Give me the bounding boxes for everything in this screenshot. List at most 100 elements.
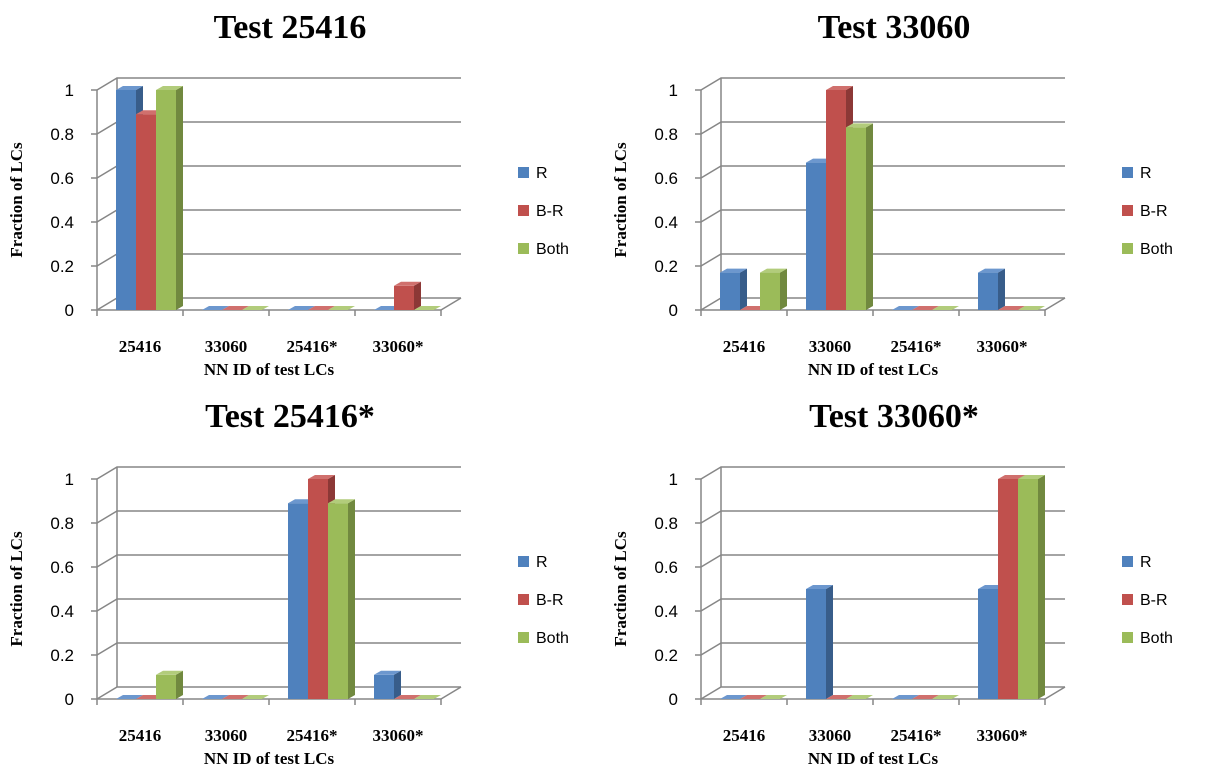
bar-side-face [1038, 475, 1045, 699]
x-tick-label: 33060* [977, 337, 1028, 356]
bar-front-face [806, 589, 826, 699]
legend-swatch [518, 205, 529, 216]
legend-swatch [518, 594, 529, 605]
legend-item: B-R [518, 203, 564, 220]
y-tick-label: 0.8 [654, 514, 678, 533]
gridline [97, 78, 461, 90]
bar-both [156, 671, 183, 699]
legend-swatch [1122, 205, 1133, 216]
legend-item: Both [518, 241, 569, 258]
bar-chart-test-33060: 0 0.2 0.4 0.6 0.8 1 25416 33060 25416* 33060* Test… [604, 0, 1208, 389]
legend-label: R [1140, 554, 1152, 571]
chart-panel-test-25416-star: 0 0.2 0.4 0.6 0.8 1 25416 33060 25416* 33060* Test… [0, 389, 604, 778]
floor-side-edge [441, 687, 461, 699]
bar-r [978, 269, 1005, 310]
y-tick-label: 0 [669, 301, 678, 320]
chart-panel-test-25416: 0 0.2 0.4 0.6 0.8 1 25416 33060 25416* 33060* Test… [0, 0, 604, 389]
gridline [701, 78, 1065, 90]
gridline [97, 555, 461, 567]
gridline [97, 599, 461, 611]
x-tick-label: 25416 [723, 726, 766, 745]
x-tick-label: 33060* [373, 726, 424, 745]
gridline [701, 166, 1065, 178]
legend-label: Both [1140, 630, 1173, 647]
bar-r [374, 671, 401, 699]
legend-label: B-R [1140, 592, 1168, 609]
gridline [701, 254, 1065, 266]
bar-front-face [760, 273, 780, 310]
y-axis-title: Fraction of LCs [611, 531, 630, 647]
legend-item: B-R [1122, 592, 1168, 609]
y-tick-label: 0.8 [50, 514, 74, 533]
y-tick-label: 0.4 [50, 213, 74, 232]
bar-front-face [156, 675, 176, 699]
y-tick-label: 1 [65, 81, 74, 100]
bar-both [846, 123, 873, 310]
legend-item: R [1122, 554, 1152, 571]
bars [116, 475, 441, 699]
bar-front-face [328, 503, 348, 699]
legend-label: R [536, 554, 548, 571]
bar-front-face [288, 503, 308, 699]
legend-label: Both [1140, 241, 1173, 258]
bar-front-face [806, 163, 826, 310]
y-tick-label: 0.6 [654, 169, 678, 188]
bar-b-r [394, 282, 421, 310]
y-tick-label: 0.2 [654, 257, 678, 276]
y-tick-label: 0.4 [654, 213, 678, 232]
x-tick-label: 25416 [119, 726, 162, 745]
gridline [701, 210, 1065, 222]
bar-r [806, 585, 833, 699]
legend-label: Both [536, 630, 569, 647]
legend-item: R [518, 554, 548, 571]
chart-panel-test-33060-star: 0 0.2 0.4 0.6 0.8 1 25416 33060 25416* 33060* Test… [604, 389, 1208, 778]
bars [116, 86, 441, 310]
y-tick-label: 0 [65, 301, 74, 320]
y-tick-label: 0 [669, 690, 678, 709]
x-tick-label: 25416* [891, 726, 942, 745]
y-tick-label: 0.2 [50, 257, 74, 276]
floor-side-edge [441, 298, 461, 310]
legend-label: B-R [1140, 203, 1168, 220]
bar-side-face [740, 269, 747, 310]
legend-label: R [1140, 165, 1152, 182]
bar-side-face [394, 671, 401, 699]
legend-item: R [518, 165, 548, 182]
x-tick-label: 33060 [809, 337, 852, 356]
x-tick-label: 33060 [205, 726, 248, 745]
bar-front-face [846, 127, 866, 310]
y-tick-label: 0.6 [654, 558, 678, 577]
y-tick-label: 0.6 [50, 558, 74, 577]
legend-item: B-R [1122, 203, 1168, 220]
bar-front-face [720, 273, 740, 310]
y-axis-title: Fraction of LCs [7, 142, 26, 258]
legend-item: Both [1122, 241, 1173, 258]
y-tick-label: 0.4 [50, 602, 74, 621]
chart-title: Test 33060* [809, 398, 979, 435]
legend-swatch [518, 632, 529, 643]
gridline [701, 122, 1065, 134]
bar-side-face [998, 269, 1005, 310]
y-tick-label: 1 [669, 470, 678, 489]
x-axis-title: NN ID of test LCs [204, 749, 335, 768]
legend-swatch [518, 556, 529, 567]
y-tick-label: 0.8 [654, 125, 678, 144]
x-axis-ticks: 25416 33060 25416* 33060* [97, 699, 441, 745]
bar-chart-test-33060-star: 0 0.2 0.4 0.6 0.8 1 25416 33060 25416* 33060* Test… [604, 389, 1208, 778]
y-axis-title: Fraction of LCs [7, 531, 26, 647]
x-axis-title: NN ID of test LCs [808, 360, 939, 379]
chart-title: Test 25416* [205, 398, 375, 435]
bar-front-face [374, 675, 394, 699]
bar-side-face [780, 269, 787, 310]
legend-label: R [536, 165, 548, 182]
bar-front-face [394, 286, 414, 310]
bar-chart-test-25416: 0 0.2 0.4 0.6 0.8 1 25416 33060 25416* 33060* Test… [0, 0, 604, 389]
legend-swatch [1122, 167, 1133, 178]
bar-both [1018, 475, 1045, 699]
y-tick-label: 0.2 [50, 646, 74, 665]
x-tick-label: 33060 [809, 726, 852, 745]
gridline [97, 643, 461, 655]
y-axis-title: Fraction of LCs [611, 142, 630, 258]
legend: R B-R Both [518, 554, 569, 647]
legend-label: B-R [536, 203, 564, 220]
